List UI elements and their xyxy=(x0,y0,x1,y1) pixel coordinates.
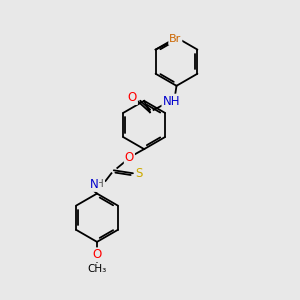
Text: H: H xyxy=(96,179,104,190)
Text: CH₃: CH₃ xyxy=(87,264,106,274)
Text: N: N xyxy=(89,178,98,191)
Text: O: O xyxy=(128,91,137,104)
Text: O: O xyxy=(92,248,102,261)
Text: S: S xyxy=(135,167,142,180)
Text: NH: NH xyxy=(163,94,180,108)
Text: O: O xyxy=(125,152,134,164)
Text: Br: Br xyxy=(169,34,182,44)
